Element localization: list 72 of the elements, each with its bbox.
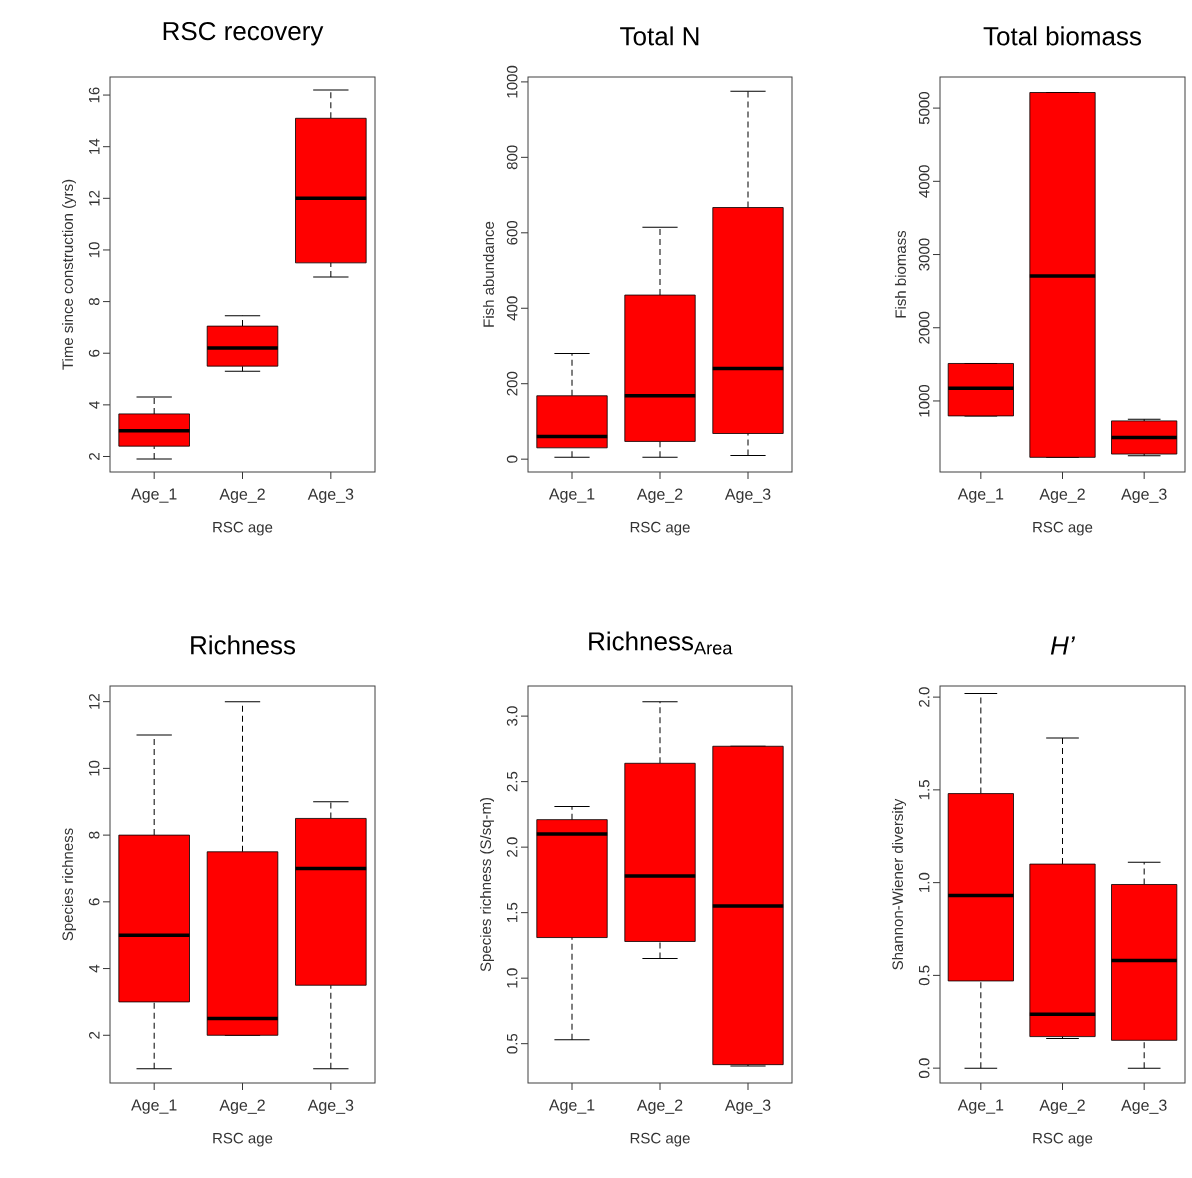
y-axis-title: Shannon-Wiener diversity [892, 798, 906, 970]
x-axis-title: RSC age [1033, 521, 1093, 536]
y-tick-label: 3.0 [506, 706, 518, 726]
y-tick-label: 0.5 [506, 1033, 518, 1054]
y-axis-title: Species richness (S/sq-m) [480, 797, 494, 972]
y-tick-label: 600 [506, 220, 518, 245]
y-tick-label: 4 [89, 401, 100, 409]
y-tick-label: 6 [88, 349, 100, 357]
x-tick-label: Age_2 [636, 488, 683, 504]
y-axis-title: Fish abundance [482, 221, 494, 327]
x-tick-label: Age_3 [1121, 488, 1167, 504]
chart-title: Richness [191, 635, 296, 655]
y-tick-label: 12 [89, 190, 100, 206]
x-tick-label: Age_3 [307, 1099, 354, 1115]
y-axis-title: Time since construction (yrs) [62, 179, 76, 370]
x-tick-label: Age_2 [636, 1099, 683, 1115]
y-tick-label: 10 [88, 242, 100, 258]
chart-title: H’ [1050, 636, 1075, 655]
x-tick-label: Age_2 [1039, 1099, 1085, 1115]
y-tick-label: 800 [506, 145, 518, 170]
x-tick-label: Age_3 [724, 488, 771, 504]
y-tick-label: 200 [506, 371, 518, 396]
chart-title: Total biomass [983, 26, 1141, 46]
y-tick-label: 16 [88, 87, 100, 103]
y-tick-label: 2.0 [918, 687, 930, 707]
y-tick-label: 8 [88, 298, 100, 306]
y-tick-label: 2000 [918, 311, 930, 344]
y-tick-label: 3000 [918, 238, 930, 271]
x-axis-title: RSC age [630, 1132, 690, 1147]
y-tick-label: 0 [506, 455, 518, 463]
y-tick-label: 6 [88, 898, 100, 906]
y-axis-title: Species richness [62, 828, 76, 941]
y-tick-label: 2 [89, 1031, 100, 1039]
x-tick-label: Age_1 [957, 488, 1004, 503]
y-tick-label: 1.5 [507, 902, 518, 922]
y-axis-title: Fish biomass [894, 230, 906, 318]
x-tick-label: Age_1 [548, 488, 595, 503]
y-tick-label: 5000 [918, 92, 930, 125]
y-tick-label: 2 [89, 453, 100, 460]
y-tick-label: 1.0 [506, 968, 518, 988]
chart-title: RSC recovery [163, 21, 324, 46]
y-tick-label: 0.0 [918, 1058, 930, 1078]
chart-title: Richness$_{Area}$ [589, 631, 733, 655]
x-tick-label: Age_2 [1039, 488, 1085, 504]
y-tick-label: 4000 [918, 165, 930, 198]
x-axis-title: RSC age [213, 521, 273, 536]
x-axis-title: RSC age [630, 521, 690, 536]
y-tick-label: 4 [89, 964, 100, 973]
x-axis-title: RSC age [213, 1132, 273, 1147]
x-tick-label: Age_3 [307, 488, 354, 504]
y-tick-label: 1.5 [919, 780, 930, 800]
y-tick-label: 2.5 [506, 771, 518, 792]
y-tick-label: 400 [506, 296, 518, 321]
x-axis-title: RSC age [1033, 1132, 1093, 1147]
y-tick-label: 0.5 [918, 965, 930, 986]
x-tick-label: Age_2 [219, 488, 265, 504]
y-tick-label: 12 [89, 694, 100, 709]
x-tick-label: Age_1 [131, 488, 177, 503]
x-tick-label: Age_3 [724, 1099, 771, 1115]
y-tick-label: 1000 [506, 65, 518, 98]
x-tick-label: Age_1 [548, 1099, 595, 1114]
y-tick-label: 8 [88, 831, 100, 839]
x-tick-label: Age_3 [1121, 1099, 1167, 1115]
chart-title: Total N [620, 26, 699, 46]
y-tick-label: 2.0 [506, 837, 518, 857]
y-tick-label: 1000 [918, 384, 930, 417]
y-tick-label: 1.0 [918, 872, 930, 892]
y-tick-label: 10 [88, 760, 100, 776]
y-tick-label: 14 [89, 138, 100, 154]
x-tick-label: Age_2 [219, 1099, 265, 1115]
x-tick-label: Age_1 [957, 1099, 1004, 1114]
x-tick-label: Age_1 [131, 1099, 177, 1114]
